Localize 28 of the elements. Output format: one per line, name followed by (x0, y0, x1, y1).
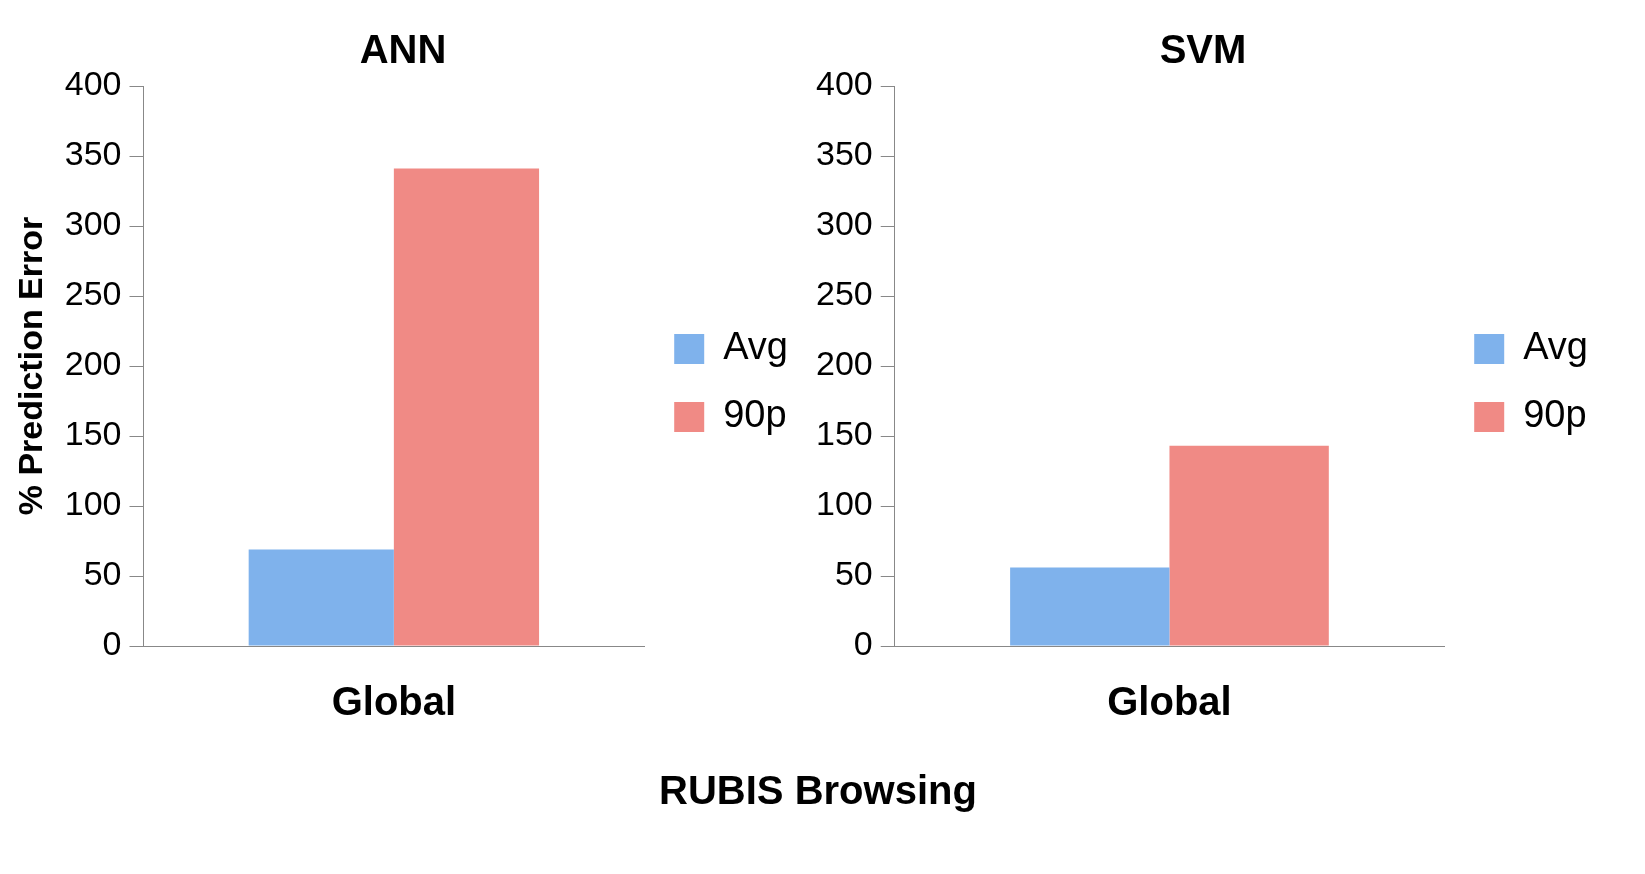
y-tick-label: 400 (64, 64, 122, 103)
y-tick-label: 250 (815, 274, 873, 313)
y-tick-label: 150 (64, 414, 122, 453)
x-tick-label: Global (331, 679, 457, 724)
chart-title: ANN (359, 27, 447, 72)
y-tick-label: 250 (64, 274, 122, 313)
y-tick-label: 50 (83, 554, 122, 593)
x-tick-label: Global (1107, 679, 1232, 724)
legend-label: Avg (1523, 325, 1588, 368)
y-tick-label: 400 (815, 64, 873, 103)
legend-label: 90p (1523, 393, 1587, 436)
y-tick-label: 0 (102, 624, 122, 663)
y-tick-label: 50 (834, 554, 873, 593)
y-tick-label: 100 (64, 484, 122, 523)
y-tick-label: 300 (815, 204, 873, 243)
y-tick-label: 100 (815, 484, 873, 523)
x-axis-title: RUBIS Browsing (658, 768, 978, 813)
chart-title: SVM (1159, 27, 1247, 72)
legend-label: Avg (723, 325, 788, 368)
y-tick-label: 300 (64, 204, 122, 243)
y-tick-label: 200 (64, 344, 122, 383)
y-tick-label: 350 (64, 134, 122, 173)
y-tick-label: 350 (815, 134, 873, 173)
y-axis-title: % Prediction Error (10, 216, 49, 516)
legend-label: 90p (723, 393, 787, 436)
y-tick-label: 150 (815, 414, 873, 453)
y-tick-label: 0 (853, 624, 873, 663)
y-tick-label: 200 (815, 344, 873, 383)
